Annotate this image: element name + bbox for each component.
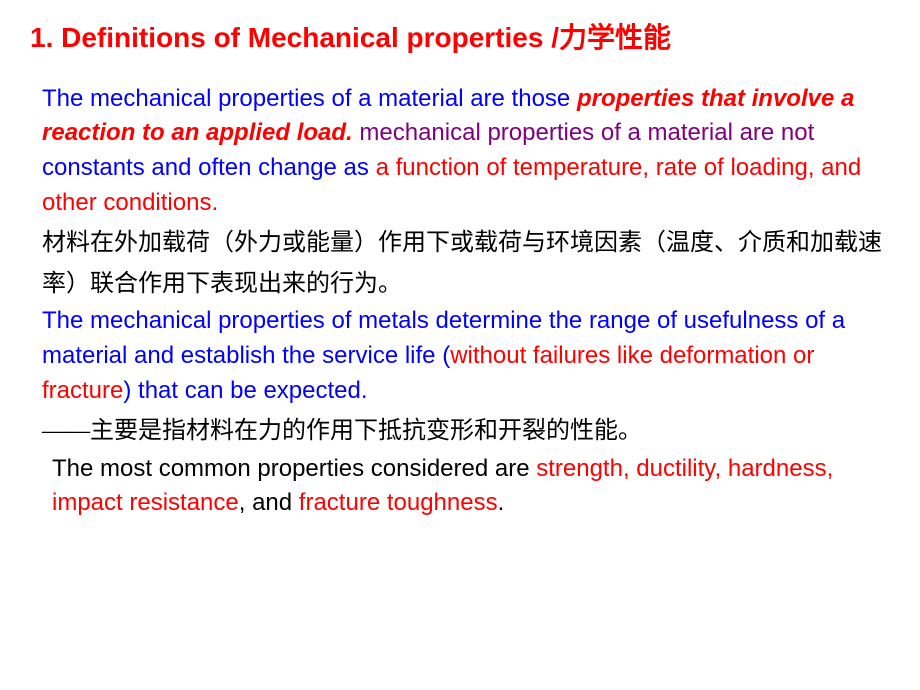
- p3-dot: .: [498, 489, 505, 516]
- chinese-explanation-1: 材料在外加载荷（外力或能量）作用下或载荷与环境因素（温度、介质和加载速率）联合作…: [42, 223, 890, 305]
- title-chinese: 力学性能: [559, 23, 671, 54]
- paragraph-1: The mechanical properties of a material …: [42, 82, 890, 221]
- p3-props2: fracture toughness: [299, 489, 498, 516]
- p1-intro: The mechanical properties of a material …: [42, 85, 577, 112]
- p3-pre: The most common properties considered ar…: [52, 455, 536, 482]
- slide-content: 1. Definitions of Mechanical properties …: [0, 0, 920, 543]
- p3-and: , and: [239, 489, 299, 516]
- chinese-explanation-2: ——主要是指材料在力的作用下抵抗变形和开裂的性能。: [42, 411, 890, 452]
- slide-title: 1. Definitions of Mechanical properties …: [30, 18, 890, 60]
- p2-post: ) that can be expected.: [123, 377, 367, 404]
- p1-not-constants-pre: mechanical properties of a material are …: [359, 119, 814, 146]
- p1-dot: .: [211, 189, 218, 216]
- title-english: 1. Definitions of Mechanical properties …: [30, 22, 559, 53]
- body-text: The mechanical properties of a material …: [30, 82, 890, 522]
- paragraph-2: The mechanical properties of metals dete…: [42, 304, 890, 408]
- paragraph-3: The most common properties considered ar…: [42, 452, 890, 522]
- p1-not-constants: constants and often change as: [42, 154, 376, 181]
